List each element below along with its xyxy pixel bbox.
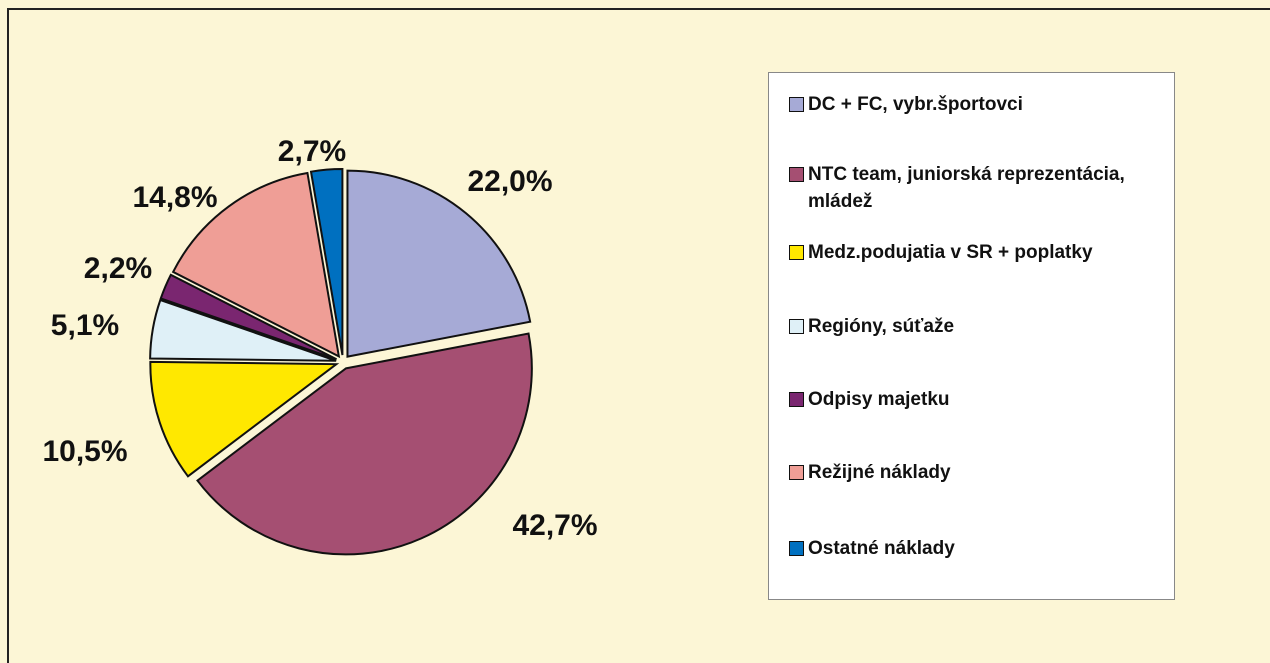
legend-label: Regióny, súťaže: [808, 316, 955, 337]
legend-item: Ostatné náklady: [789, 535, 1169, 562]
legend-swatch: [789, 392, 804, 407]
legend-label: Medz.podujatia v SR + poplatky: [808, 242, 1093, 263]
legend-label: Ostatné náklady: [808, 538, 955, 559]
legend-swatch: [789, 245, 804, 260]
legend: DC + FC, vybr.športovci NTC team, juniors…: [768, 72, 1175, 600]
data-label: 2,2%: [84, 252, 152, 285]
legend-swatch: [789, 167, 804, 182]
legend-label: NTC team, juniorská reprezentácia, mláde…: [808, 164, 1125, 212]
legend-swatch: [789, 465, 804, 480]
legend-label: Režijné náklady: [808, 462, 951, 483]
legend-item: Regióny, súťaže: [789, 313, 1169, 340]
legend-label: Odpisy majetku: [808, 389, 950, 410]
pie-slice: [346, 169, 532, 358]
data-label: 42,7%: [512, 509, 597, 542]
legend-label: DC + FC, vybr.športovci: [808, 94, 1023, 115]
legend-item: Odpisy majetku: [789, 386, 1169, 413]
data-label: 5,1%: [51, 309, 119, 342]
chart-frame: [7, 8, 1270, 663]
data-label: 22,0%: [467, 165, 552, 198]
legend-item: Režijné náklady: [789, 459, 1169, 486]
pie-slice: [171, 171, 341, 359]
pie-slice: [159, 273, 338, 361]
legend-item: NTC team, juniorská reprezentácia, mláde…: [789, 161, 1169, 215]
legend-swatch: [789, 97, 804, 112]
data-label: 2,7%: [278, 135, 346, 168]
data-label: 14,8%: [132, 181, 217, 214]
pie-slice: [196, 332, 533, 556]
legend-item: DC + FC, vybr.športovci: [789, 91, 1169, 118]
legend-swatch: [789, 541, 804, 556]
pie-slice: [149, 360, 340, 478]
pie-slice: [309, 168, 344, 356]
pie-slice: [149, 298, 337, 362]
legend-swatch: [789, 319, 804, 334]
data-label: 10,5%: [42, 435, 127, 468]
legend-item: Medz.podujatia v SR + poplatky: [789, 239, 1169, 266]
